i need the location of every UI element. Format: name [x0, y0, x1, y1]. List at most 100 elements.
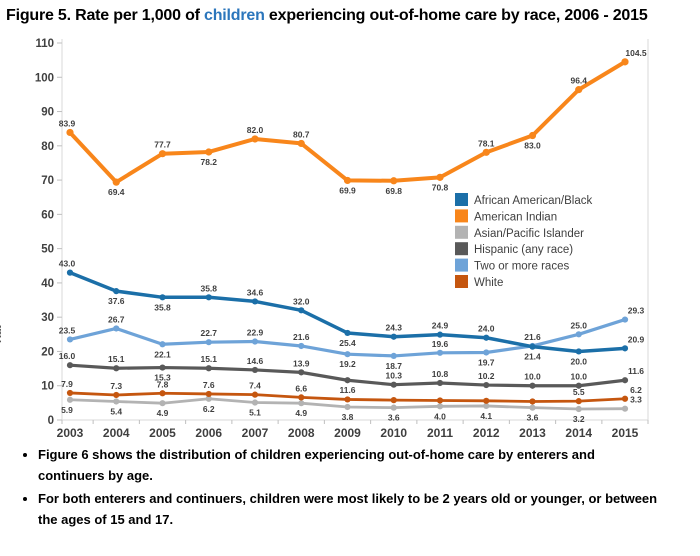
data-label-african-american-black: 34.6: [247, 287, 264, 297]
x-tick-label: 2003: [57, 426, 84, 439]
data-point-asian-pacific-islander: [251, 399, 259, 406]
data-label-asian-pacific-islander: 4.9: [295, 408, 307, 418]
data-label-african-american-black: 24.0: [478, 324, 495, 334]
data-point-african-american-black: [159, 294, 166, 301]
data-label-hispanic-any-race: 10.3: [385, 370, 402, 380]
data-label-hispanic-any-race: 10.2: [478, 371, 495, 381]
data-point-white: [390, 396, 397, 404]
data-point-american-indian: [112, 178, 120, 186]
figure-title: Figure 5. Rate per 1,000 of children exp…: [0, 0, 700, 29]
data-label-asian-pacific-islander: 3.6: [388, 412, 400, 422]
data-label-white: 7.9: [61, 379, 73, 389]
data-label-american-indian: 69.4: [108, 187, 125, 197]
data-point-african-american-black: [483, 334, 490, 341]
data-label-asian-pacific-islander: 5.1: [249, 407, 261, 417]
data-label-african-american-black: 35.8: [200, 283, 217, 293]
line-chart: 0 10 20 30 40 50 60 70 80 90 100 110 2003 2004 2005 200…: [35, 38, 649, 440]
y-tick-label: 90: [41, 106, 54, 118]
data-point-hispanic-any-race: [113, 364, 120, 372]
data-label-white: 7.4: [249, 380, 261, 390]
legend-swatch-white: [455, 274, 468, 288]
data-point-white: [159, 389, 166, 397]
data-label-african-american-black: 43.0: [59, 258, 76, 268]
data-point-two-or-more-races: [66, 336, 74, 343]
x-tick-label: 2004: [103, 426, 130, 439]
data-label-american-indian: 83.9: [59, 118, 76, 128]
data-label-hispanic-any-race: 15.1: [108, 354, 125, 364]
x-tick-label: 2005: [149, 426, 176, 439]
data-label-two-or-more-races: 25.0: [570, 320, 587, 330]
data-point-american-indian: [158, 149, 167, 158]
data-label-white: 6.2: [630, 385, 642, 395]
data-label-asian-pacific-islander: 4.0: [434, 411, 446, 421]
data-point-white: [205, 390, 212, 397]
y-tick-label: 80: [41, 141, 54, 153]
data-label-american-indian: 77.7: [154, 139, 171, 149]
data-label-white: 7.3: [110, 381, 122, 391]
y-tick-label: 110: [35, 38, 54, 50]
data-label-asian-pacific-islander: 5.4: [110, 406, 122, 416]
data-label-american-indian: 70.8: [432, 182, 449, 192]
data-point-asian-pacific-islander: [205, 395, 212, 402]
data-point-american-indian: [436, 173, 444, 181]
data-point-hispanic-any-race: [436, 379, 444, 386]
data-point-two-or-more-races: [575, 331, 582, 338]
data-point-white: [113, 391, 120, 398]
legend-swatch-african-american-black: [455, 192, 468, 206]
data-point-two-or-more-races: [621, 316, 629, 323]
data-point-hispanic-any-race: [298, 369, 305, 376]
x-tick-label: 2008: [288, 426, 315, 439]
data-label-two-or-more-races: 21.6: [524, 332, 541, 342]
y-tick-label: 10: [41, 381, 54, 393]
y-tick-label: 0: [48, 415, 54, 427]
legend-label-american-indian: American Indian: [474, 211, 557, 223]
x-tick-label: 2009: [334, 426, 361, 439]
data-point-two-or-more-races: [251, 338, 259, 345]
chart-area: Rat 0 10 20 30 40 50 60 70 80 90 100 110 2003 2004 200…: [0, 29, 700, 440]
legend-swatch-hispanic-any-race: [455, 241, 468, 255]
data-label-white: 7.6: [203, 380, 215, 390]
data-point-african-american-black: [390, 333, 397, 340]
data-point-american-indian: [66, 128, 74, 136]
data-label-white: 6.6: [295, 383, 307, 393]
data-point-american-indian: [575, 85, 583, 94]
data-point-two-or-more-races: [298, 342, 305, 349]
data-label-african-american-black: 24.9: [432, 320, 449, 330]
data-label-hispanic-any-race: 15.1: [200, 354, 217, 364]
data-point-asian-pacific-islander: [621, 405, 629, 412]
data-point-african-american-black: [251, 298, 259, 305]
series-line-american-indian: [68, 59, 627, 184]
data-label-african-american-black: 20.9: [628, 334, 645, 344]
data-point-hispanic-any-race: [529, 382, 536, 389]
data-point-two-or-more-races: [344, 350, 351, 358]
data-label-asian-pacific-islander: 6.2: [203, 404, 215, 414]
data-label-hispanic-any-race: 16.0: [59, 351, 76, 361]
data-label-african-american-black: 21.4: [524, 351, 541, 361]
data-point-american-indian: [390, 176, 398, 185]
data-label-asian-pacific-islander: 3.8: [342, 412, 354, 422]
data-label-two-or-more-races: 18.7: [385, 361, 402, 371]
data-label-american-indian: 96.4: [570, 75, 587, 85]
y-tick-label: 60: [41, 209, 54, 221]
data-point-american-indian: [343, 176, 352, 184]
data-label-white: 5.5: [573, 387, 585, 397]
data-point-hispanic-any-race: [66, 361, 74, 369]
data-label-hispanic-any-race: 15.3: [154, 372, 171, 382]
data-point-two-or-more-races: [205, 338, 212, 346]
title-highlight: children: [204, 7, 265, 24]
data-label-american-indian: 82.0: [247, 125, 264, 135]
data-point-white: [344, 396, 351, 403]
data-label-american-indian: 104.5: [625, 48, 647, 58]
data-label-two-or-more-races: 29.3: [628, 305, 645, 315]
data-point-hispanic-any-race: [344, 376, 351, 384]
data-label-hispanic-any-race: 10.0: [524, 372, 541, 382]
data-point-two-or-more-races: [390, 352, 397, 359]
data-point-american-indian: [621, 58, 629, 66]
legend-label-hispanic-any-race: Hispanic (any race): [474, 244, 573, 256]
bullet-item-2: For both enterers and continuers, childr…: [38, 489, 658, 531]
data-point-american-indian: [528, 131, 537, 139]
data-point-hispanic-any-race: [159, 364, 166, 371]
y-tick-label: 100: [35, 72, 54, 84]
data-label-asian-pacific-islander: 5.9: [61, 405, 73, 415]
data-point-african-american-black: [529, 343, 536, 350]
